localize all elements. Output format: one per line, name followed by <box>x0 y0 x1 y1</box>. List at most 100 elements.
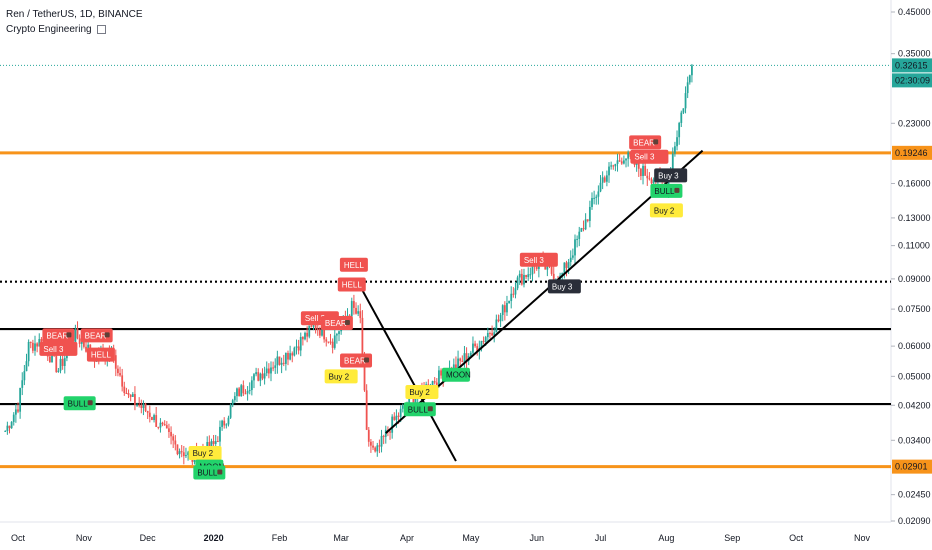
candle-body <box>461 360 464 362</box>
time-axis[interactable]: Oct Nov Dec 2020 Feb Mar Apr May Jun Jul Aug Sep Oct… <box>11 533 871 543</box>
candle-body <box>19 387 22 412</box>
signal-tag-buy-2: Buy 2 <box>324 369 358 384</box>
signal-tag-bear: BEAR <box>320 315 353 330</box>
candle-body <box>365 390 368 430</box>
signal-tag-box <box>42 328 75 343</box>
candle-body <box>310 325 313 327</box>
signal-tag-label: HELL <box>344 261 365 270</box>
price-axis[interactable]: 0.45000 0.35000 0.23000 0.16000 0.13000 0.110… <box>891 7 932 526</box>
candle-body <box>114 355 117 369</box>
candle-body <box>576 238 579 240</box>
candle-body <box>599 182 602 192</box>
signal-tag-box <box>405 384 439 399</box>
candle-body <box>151 416 153 420</box>
candle-body <box>117 368 119 374</box>
candle-body <box>148 412 151 417</box>
candle-body <box>59 358 62 371</box>
candle-body <box>495 319 498 333</box>
candle-body <box>272 367 275 369</box>
time-tick-label: Sep <box>724 533 740 543</box>
candle-body <box>389 431 391 433</box>
signal-tag-box <box>337 277 366 292</box>
signal-tag-label: Buy 2 <box>654 206 675 215</box>
candle-body <box>380 435 383 447</box>
candle-body <box>608 166 610 176</box>
candle-body <box>297 346 300 351</box>
candle-body <box>652 179 655 184</box>
signal-tag-label: BEAR <box>85 331 107 340</box>
signal-tag-label: BEAR <box>46 331 68 340</box>
candle-body <box>6 425 9 431</box>
candle-body <box>686 82 689 94</box>
signal-tag-bull: BULL <box>63 396 96 411</box>
signal-tag-label: HELL <box>342 281 363 290</box>
signal-tag-label: Sell 2 <box>305 314 326 323</box>
candle-body <box>588 206 591 221</box>
candle-body <box>384 429 387 437</box>
price-tick-label: 0.11000 <box>898 241 930 251</box>
candle-body <box>350 301 353 317</box>
candle-body <box>684 93 687 109</box>
bear-icon <box>104 332 110 338</box>
chart-grid <box>0 0 892 523</box>
candle-body <box>289 353 292 360</box>
candle-body <box>550 266 553 274</box>
indicator-legend: Crypto Engineering <box>6 24 107 35</box>
candle-body <box>257 372 260 381</box>
candle-body <box>74 328 77 345</box>
candle-body <box>306 332 309 337</box>
candle-body <box>335 334 338 336</box>
candle-body <box>259 373 262 381</box>
price-tag-label: 0.02901 <box>895 462 928 472</box>
candle-body <box>325 339 328 342</box>
candle-body <box>514 288 517 295</box>
time-tick-label: Nov <box>76 533 93 543</box>
signal-tag-box <box>403 402 436 417</box>
candle-body <box>274 365 277 368</box>
candle-body <box>435 382 438 386</box>
trend-line <box>385 149 704 434</box>
candle-body <box>263 373 266 379</box>
candle-body <box>38 339 41 347</box>
signal-tag-box <box>320 315 353 330</box>
price-tag-box <box>892 73 932 88</box>
candle-body <box>280 362 283 365</box>
candle-body <box>469 352 472 357</box>
candle-body <box>567 262 570 268</box>
signal-tag-label: Sell 3 <box>524 256 545 265</box>
candle-body <box>578 231 581 239</box>
horizontal-levels <box>0 64 891 469</box>
candle-body <box>323 325 326 340</box>
candle-body <box>304 332 306 340</box>
signal-tag-box <box>188 445 222 460</box>
candle-body <box>27 341 30 362</box>
hand-icon <box>217 469 223 475</box>
candle-body <box>457 358 459 370</box>
eye-icon[interactable] <box>97 24 107 34</box>
signal-tag-buy-2: Buy 2 <box>188 445 222 460</box>
candle-body <box>508 301 510 304</box>
candle-body <box>63 358 66 366</box>
bear-icon <box>364 357 370 363</box>
time-tick-label: 2020 <box>204 533 224 543</box>
candle-body <box>318 329 321 336</box>
candle-body <box>374 447 377 452</box>
candle-body <box>648 178 651 180</box>
candle-body <box>265 368 268 374</box>
price-tag-box <box>892 58 932 73</box>
candle-body <box>182 452 185 457</box>
candle-body <box>219 426 221 442</box>
candle-body <box>395 415 398 420</box>
candle-body <box>357 311 360 314</box>
candle-body <box>571 255 574 258</box>
candle-body <box>433 381 436 383</box>
signal-tag-bull: BULL <box>650 183 683 198</box>
candle-body <box>493 332 496 336</box>
candle-body <box>397 415 400 417</box>
candle-body <box>520 273 523 285</box>
candle-body <box>138 404 141 406</box>
candle-body <box>372 445 374 448</box>
candle-body <box>29 341 32 343</box>
signal-tag-buy-2: Buy 2 <box>649 203 683 218</box>
